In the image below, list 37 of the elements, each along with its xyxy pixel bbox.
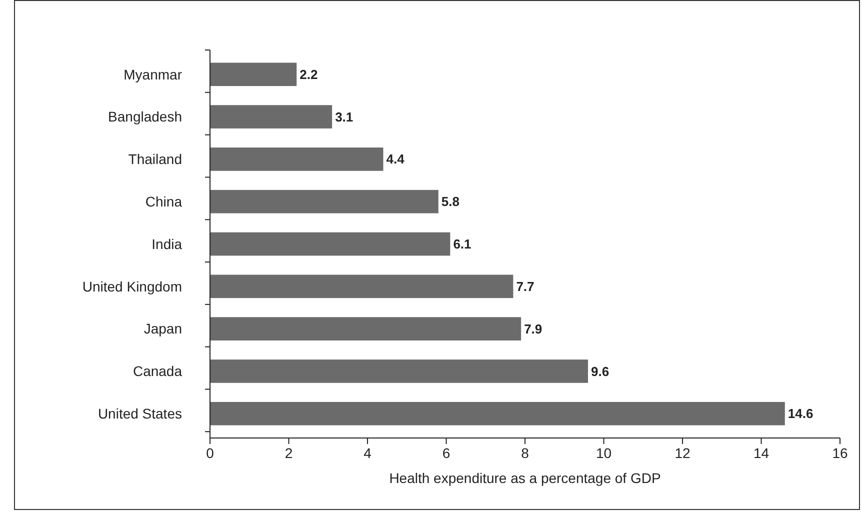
bar	[210, 105, 332, 128]
bar	[210, 232, 450, 256]
y-tick-label: Bangladesh	[108, 108, 182, 125]
x-tick-label: 10	[596, 445, 612, 461]
y-tick-label: India	[152, 236, 182, 252]
y-tick-label: Myanmar	[124, 66, 182, 82]
y-tick-label: Thailand	[128, 151, 182, 168]
bar	[210, 402, 785, 426]
bar	[210, 190, 438, 214]
y-tick-label: China	[145, 193, 182, 210]
y-tick-label: Canada	[132, 363, 182, 380]
bar	[210, 360, 588, 383]
data-label: 4.4	[386, 152, 406, 167]
data-label: 14.6	[788, 406, 814, 422]
y-tick-label: Japan	[144, 320, 182, 337]
data-label: 7.9	[524, 321, 542, 336]
bar	[210, 62, 297, 86]
bar	[210, 148, 384, 171]
data-label: 2.2	[300, 66, 318, 82]
x-tick-label: 8	[521, 445, 530, 461]
x-tick-label: 0	[206, 445, 214, 461]
data-label: 5.8	[441, 194, 460, 210]
x-tick-label: 4	[364, 445, 372, 461]
data-label: 7.7	[516, 278, 534, 294]
data-label: 9.6	[591, 364, 610, 379]
x-tick-label: 6	[442, 445, 450, 461]
x-tick-label: 12	[674, 445, 690, 461]
data-label: 3.1	[335, 109, 354, 124]
bar	[210, 274, 514, 298]
y-tick-label: United Kingdom	[82, 278, 182, 294]
x-axis-title: Health expenditure as a percentage of GDP	[389, 470, 661, 486]
data-label: 6.1	[453, 236, 472, 252]
x-tick-label: 16	[832, 445, 848, 461]
bar	[210, 317, 522, 340]
x-tick-label: 2	[284, 445, 293, 461]
y-tick-label: United States	[98, 406, 182, 422]
x-tick-label: 14	[753, 445, 770, 461]
